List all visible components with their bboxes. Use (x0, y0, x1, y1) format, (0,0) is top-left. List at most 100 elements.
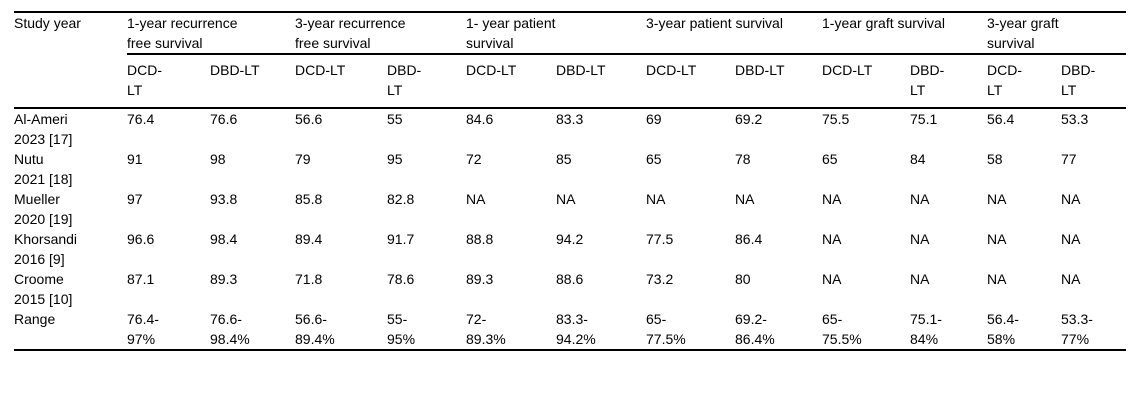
table-cell: NA (910, 191, 930, 207)
table-cell: 78 (735, 151, 751, 167)
table-cell: 91 (127, 151, 143, 167)
table-cell: 91.7 (387, 231, 415, 247)
table-cell: 89.3 (210, 271, 238, 287)
table-cell: 65- 77.5% (646, 311, 686, 347)
table-cell: 56.4 (987, 111, 1015, 127)
table-cell: 86.4 (735, 231, 763, 247)
table-cell: 88.6 (556, 271, 584, 287)
column-header-dbd-lt: DBD- LT (910, 54, 988, 109)
table-cell: NA (1061, 231, 1081, 247)
table-cell: NA (556, 191, 576, 207)
study-name: Khorsandi 2016 [9] (14, 231, 78, 267)
table-cell: 76.4- 97% (127, 311, 159, 347)
table-cell: 53.3- 77% (1061, 311, 1093, 347)
column-header-study-year: Study year (14, 12, 127, 109)
table-cell: NA (646, 191, 666, 207)
study-name: Mueller 2020 [19] (14, 191, 73, 227)
group-header-3yr-patient-survival: 3-year patient survival (646, 12, 823, 55)
table-cell: 85 (556, 151, 572, 167)
table-cell: 53.3 (1061, 111, 1089, 127)
table-cell: 75.1- 84% (910, 311, 942, 347)
group-header-1yr-graft-survival: 1-year graft survival (822, 12, 988, 55)
table-cell: 77.5 (646, 231, 674, 247)
table-cell: NA (910, 231, 930, 247)
table-cell: 94.2 (556, 231, 584, 247)
table-cell: 73.2 (646, 271, 674, 287)
study-name: Range (14, 311, 56, 327)
column-header-dbd-lt: DBD-LT (210, 54, 295, 109)
table-cell: 69 (646, 111, 662, 127)
column-header-dcd-lt: DCD-LT (295, 54, 387, 109)
group-header-1yr-patient-survival: 1- year patient survival (466, 12, 646, 55)
group-header-1yr-recurrence-free-survival: 1-year recurrence free survival (127, 12, 295, 55)
study-name: Al-Ameri 2023 [17] (14, 111, 73, 147)
table-cell: 56.4- 58% (987, 311, 1019, 347)
sub-header-row: DCD- LT DBD-LT DCD-LT DBD- LT DCD-LT DBD… (14, 54, 1127, 109)
table-cell: NA (1061, 191, 1081, 207)
table-cell: NA (822, 271, 842, 287)
table-cell: NA (735, 191, 755, 207)
table-cell: NA (822, 231, 842, 247)
table-cell: 75.5 (822, 111, 850, 127)
table-cell: 83.3- 94.2% (556, 311, 596, 347)
table-row-mueller: Mueller 2020 [19] 97 93.8 85.8 82.8 NA N… (14, 189, 1126, 229)
table-row-range: Range 76.4- 97% 76.6- 98.4% 56.6- 89.4% … (14, 309, 1126, 350)
table-cell: 95 (387, 151, 403, 167)
table-cell: 83.3 (556, 111, 584, 127)
table-cell: 87.1 (127, 271, 155, 287)
table-cell: 58 (987, 151, 1003, 167)
table-row-al-ameri: Al-Ameri 2023 [17] 76.4 76.6 56.6 55 84.… (14, 108, 1126, 149)
table-cell: 98.4 (210, 231, 238, 247)
survival-outcomes-table: Study year 1-year recurrence free surviv… (14, 11, 1127, 351)
table-cell: 88.8 (466, 231, 494, 247)
table-cell: NA (987, 231, 1007, 247)
table-cell: 72- 89.3% (466, 311, 506, 347)
table-cell: 85.8 (295, 191, 323, 207)
table-row-nutu: Nutu 2021 [18] 91 98 79 95 72 85 65 78 6… (14, 149, 1126, 189)
table-cell: 75.1 (910, 111, 938, 127)
table-cell: 82.8 (387, 191, 415, 207)
table-cell: NA (822, 191, 842, 207)
table-cell: 89.4 (295, 231, 323, 247)
table-cell: NA (987, 191, 1007, 207)
column-header-dbd-lt: DBD-LT (556, 54, 646, 109)
table-cell: 84 (910, 151, 926, 167)
table-cell: 77 (1061, 151, 1077, 167)
table-cell: 79 (295, 151, 311, 167)
table-cell: 76.4 (127, 111, 155, 127)
table-cell: 55 (387, 111, 403, 127)
column-header-dcd-lt: DCD- LT (987, 54, 1062, 109)
table-cell: 80 (735, 271, 751, 287)
group-header-3yr-graft-survival: 3-year graft survival (987, 12, 1127, 55)
table-row-croome: Croome 2015 [10] 87.1 89.3 71.8 78.6 89.… (14, 269, 1126, 309)
table-cell: NA (987, 271, 1007, 287)
table-cell: 72 (466, 151, 482, 167)
study-name: Croome 2015 [10] (14, 271, 73, 307)
column-header-dbd-lt: DBD- LT (387, 54, 466, 109)
study-name: Nutu 2021 [18] (14, 151, 73, 187)
table-cell: 78.6 (387, 271, 415, 287)
column-header-dbd-lt: DBD-LT (735, 54, 823, 109)
table-cell: 93.8 (210, 191, 238, 207)
column-header-dcd-lt: DCD-LT (822, 54, 911, 109)
group-header-row: Study year 1-year recurrence free surviv… (14, 12, 1127, 109)
column-header-dcd-lt: DCD- LT (127, 54, 210, 109)
table-cell: 76.6 (210, 111, 238, 127)
table-cell: NA (1061, 271, 1081, 287)
table-cell: 65 (646, 151, 662, 167)
table-cell: 56.6 (295, 111, 323, 127)
table-cell: 55- 95% (387, 311, 416, 347)
group-header-3yr-recurrence-free-survival: 3-year recurrence free survival (295, 12, 466, 55)
table-cell: 69.2- 86.4% (735, 311, 775, 347)
table-cell: 56.6- 89.4% (295, 311, 335, 347)
table-cell: 98 (210, 151, 226, 167)
table-cell: 65 (822, 151, 838, 167)
column-header-dcd-lt: DCD-LT (466, 54, 556, 109)
table-cell: 71.8 (295, 271, 323, 287)
table-cell: 65- 75.5% (822, 311, 862, 347)
table-cell: NA (466, 191, 486, 207)
table-cell: NA (910, 271, 930, 287)
column-header-dcd-lt: DCD-LT (646, 54, 735, 109)
table-cell: 84.6 (466, 111, 494, 127)
